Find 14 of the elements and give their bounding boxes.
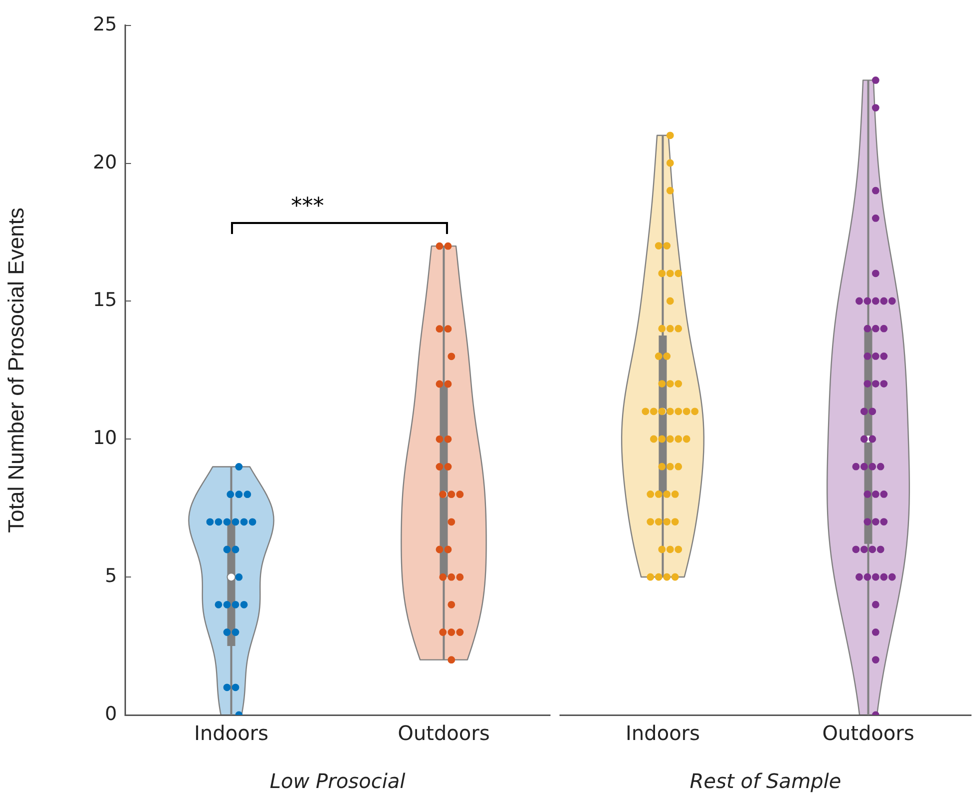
y-tick-label: 15 <box>92 289 117 312</box>
y-tick-label: 25 <box>92 13 117 36</box>
x-tick-label: Outdoors <box>398 721 490 746</box>
y-tick-label: 0 <box>104 702 117 725</box>
x-axis-title: Low Prosocial <box>270 769 406 794</box>
x-tick-label: Outdoors <box>822 721 914 746</box>
x-tick-label: Indoors <box>194 721 268 746</box>
y-tick-label: 20 <box>92 151 117 174</box>
y-axis-title: Total Number of Prosocial Events <box>3 208 28 533</box>
x-tick-label: Indoors <box>626 721 700 746</box>
x-axis-title: Rest of Sample <box>690 769 842 794</box>
y-tick-label: 5 <box>104 565 117 588</box>
annotation: *** <box>291 194 324 220</box>
y-tick-label: 10 <box>92 427 117 450</box>
